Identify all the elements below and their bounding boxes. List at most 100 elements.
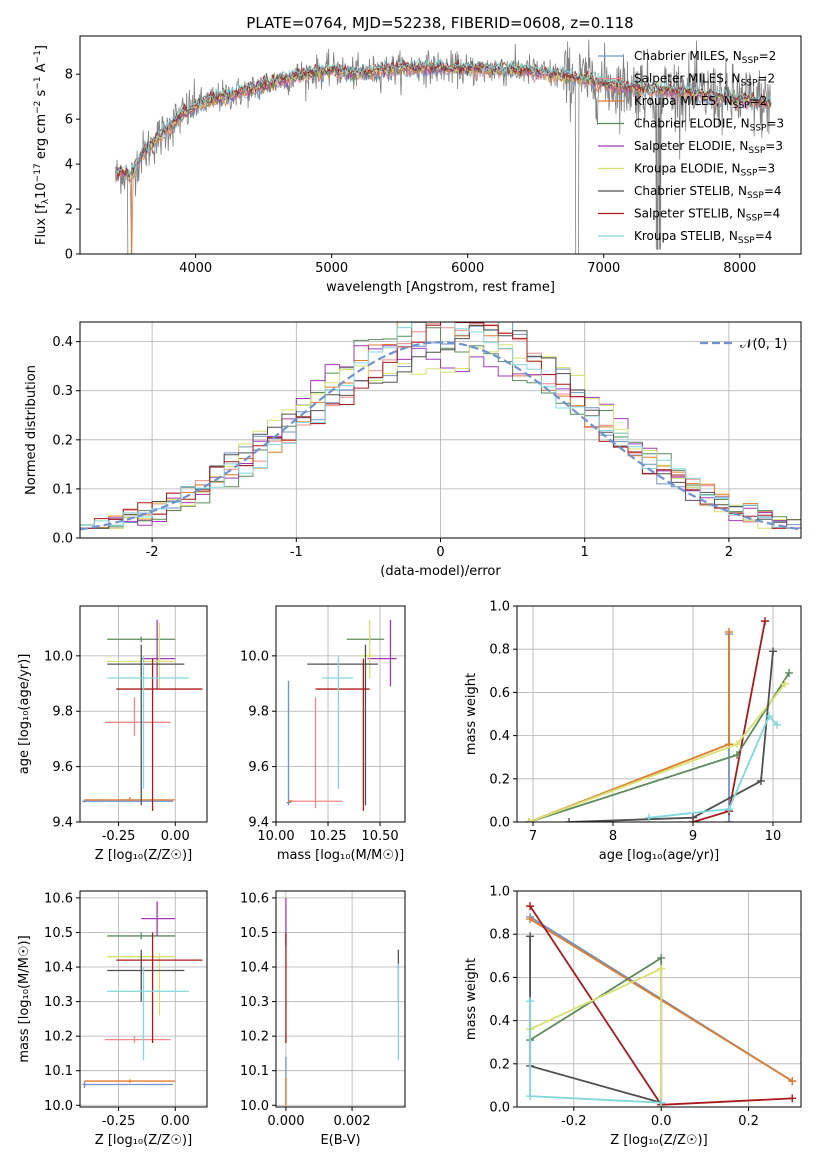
legend-text: Salpeter STELIB, N xyxy=(634,207,746,221)
histogram-chabrier-elodie xyxy=(80,322,801,529)
legend-text: Salpeter ELODIE, N xyxy=(634,139,748,153)
legend-text: Kroupa ELODIE, N xyxy=(634,162,741,176)
legend-sub: SSP xyxy=(747,191,764,201)
legend-value: =2 xyxy=(750,94,768,108)
axes-mass-vs-Z: -0.25 0.00 10.0 10.1 10.2 10.3 10.4 10.5 10.6 Z [… xyxy=(17,890,208,1148)
y-tick-label: 0.4 xyxy=(489,1014,510,1029)
x-tick-label: 9 xyxy=(689,829,697,844)
legend-label-salpeter-elodie: Salpeter ELODIE, NSSP=3 xyxy=(634,139,783,156)
weight-marker-kroupa-stelib xyxy=(645,813,653,822)
y-tick-label: 0.2 xyxy=(489,772,510,787)
weight-marker-chabrier-elodie xyxy=(657,953,666,962)
plot-area-mass-vs-Z xyxy=(82,901,203,1088)
model-spectrum-kroupa-stelib xyxy=(114,57,772,177)
weight-marker-kroupa-stelib xyxy=(773,720,781,729)
x-tick-label: 8 xyxy=(609,829,617,844)
weight-line-kroupa-stelib xyxy=(529,1001,662,1104)
weight-marker-kroupa-miles xyxy=(526,915,535,924)
y-tick-label: 10.5 xyxy=(240,926,269,941)
weight-marker-kroupa-elodie xyxy=(781,679,789,688)
legend-value: =2 xyxy=(759,49,777,63)
legend-label-kroupa-stelib: Kroupa STELIB, NSSP=4 xyxy=(634,229,772,246)
legend-text: Chabrier MILES, N xyxy=(634,49,742,63)
x-tick-label: 0.0 xyxy=(651,1114,672,1129)
axes-residuals: -2 -1 0 1 2 0.0 0.1 0.2 0.3 0.4 (data-model)/error… xyxy=(24,321,802,579)
x-tick-label: 10 xyxy=(765,829,782,844)
y-tick-label: 9.4 xyxy=(248,816,269,831)
y-axis-label: age [log₁₀(age/yr)] xyxy=(17,654,32,775)
y-axis-label-part: −1 xyxy=(33,50,43,63)
legend-sub: SSP xyxy=(746,214,763,224)
y-tick-label: 0.0 xyxy=(489,816,510,831)
y-tick-label: 0.0 xyxy=(489,1101,510,1116)
legend-sub: SSP xyxy=(738,236,755,246)
y-axis-label-part: Flux [f xyxy=(34,204,49,245)
y-axis-label-part: s xyxy=(34,89,49,100)
x-tick-label: -2 xyxy=(146,545,159,560)
x-tick-label: -0.25 xyxy=(102,1114,136,1129)
axes-frame xyxy=(275,605,406,823)
legend-value: =2 xyxy=(757,72,775,86)
legend-text: Chabrier ELODIE, N xyxy=(634,117,750,131)
y-tick-label: 10.3 xyxy=(44,995,73,1010)
x-tick-label: 0.000 xyxy=(267,1114,304,1129)
weight-marker-salpeter-stelib xyxy=(761,617,769,626)
x-tick-label: 0.00 xyxy=(161,829,190,844)
y-tick-label: 0.2 xyxy=(489,1057,510,1072)
axes-weight-vs-Z: -0.2 0.0 0.2 0.0 0.2 0.4 0.6 0.8 1.0 Z [log₁₀(Z/Z… xyxy=(464,885,802,1148)
model-spectrum-chabrier-miles xyxy=(114,64,772,182)
y-axis-label-part: −17 xyxy=(33,163,43,182)
y-axis-label: mass weight xyxy=(464,673,479,755)
x-tick-label: 1 xyxy=(581,545,589,560)
y-tick-label: 10.0 xyxy=(240,649,269,664)
weight-line-kroupa-elodie xyxy=(528,683,786,822)
legend-label-salpeter-stelib: Salpeter STELIB, NSSP=4 xyxy=(634,207,780,224)
y-tick-label: 10.6 xyxy=(240,891,269,906)
y-tick-label: 10.4 xyxy=(240,961,269,976)
weight-marker-chabrier-stelib xyxy=(769,647,777,656)
legend-sub: SSP xyxy=(733,101,750,111)
x-tick-label: 5000 xyxy=(315,261,348,276)
weight-marker-chabrier-stelib xyxy=(526,932,535,941)
y-axis-label-part: ] xyxy=(34,45,49,50)
x-tick-label: 7 xyxy=(529,829,537,844)
axes-frame xyxy=(516,605,802,823)
legend-label-kroupa-miles: Kroupa MILES, NSSP=2 xyxy=(634,94,767,111)
weight-marker-kroupa-stelib xyxy=(657,1098,666,1107)
x-tick-label: 6000 xyxy=(451,261,484,276)
y-tick-label: 6 xyxy=(65,113,73,128)
legend-label-chabrier-stelib: Chabrier STELIB, NSSP=4 xyxy=(634,184,782,201)
y-tick-label: 0.0 xyxy=(52,532,73,547)
legend-value: =4 xyxy=(755,229,773,243)
legend-value: =4 xyxy=(764,184,782,198)
y-axis-label: Normed distribution xyxy=(24,365,39,495)
axes-mass-vs-ebv: 0.000 0.002 10.0 10.1 10.2 10.3 10.4 10.5 10.6 E(… xyxy=(240,890,406,1148)
legend-label-chabrier-elodie: Chabrier ELODIE, NSSP=3 xyxy=(634,117,784,134)
y-tick-label: 10.0 xyxy=(44,1099,73,1114)
normal-curve xyxy=(80,341,801,531)
legend-sub: SSP xyxy=(748,146,765,156)
x-tick-label: 0 xyxy=(436,545,444,560)
x-tick-label: 10.50 xyxy=(361,829,398,844)
legend-label-kroupa-elodie: Kroupa ELODIE, NSSP=3 xyxy=(634,162,775,179)
weight-marker-kroupa-miles xyxy=(725,627,733,636)
y-tick-label: 0.8 xyxy=(489,928,510,943)
y-tick-label: 1.0 xyxy=(489,600,510,615)
weight-line-chabrier-elodie xyxy=(528,672,790,822)
axes-age-vs-mass: 10.00 10.25 10.50 9.4 9.6 9.8 10.0 mass [log₁₀(… xyxy=(240,605,406,863)
y-tick-label: 9.6 xyxy=(248,760,269,775)
x-tick-label: 10.25 xyxy=(309,829,346,844)
y-tick-label: 9.8 xyxy=(52,705,73,720)
y-tick-label: 2 xyxy=(65,203,73,218)
weight-marker-kroupa-elodie xyxy=(733,740,741,749)
weight-marker-kroupa-elodie xyxy=(525,818,533,822)
y-tick-label: 9.8 xyxy=(248,705,269,720)
y-axis-label-part: λ xyxy=(41,198,51,204)
y-tick-label: 8 xyxy=(65,68,73,83)
y-tick-label: 10.3 xyxy=(240,995,269,1010)
x-axis-label: (data-model)/error xyxy=(380,564,501,579)
y-axis-label-part: −1 xyxy=(33,76,43,89)
y-tick-label: 9.6 xyxy=(52,760,73,775)
y-axis-label-part: −2 xyxy=(33,101,43,114)
weight-marker-chabrier-elodie xyxy=(733,751,741,760)
